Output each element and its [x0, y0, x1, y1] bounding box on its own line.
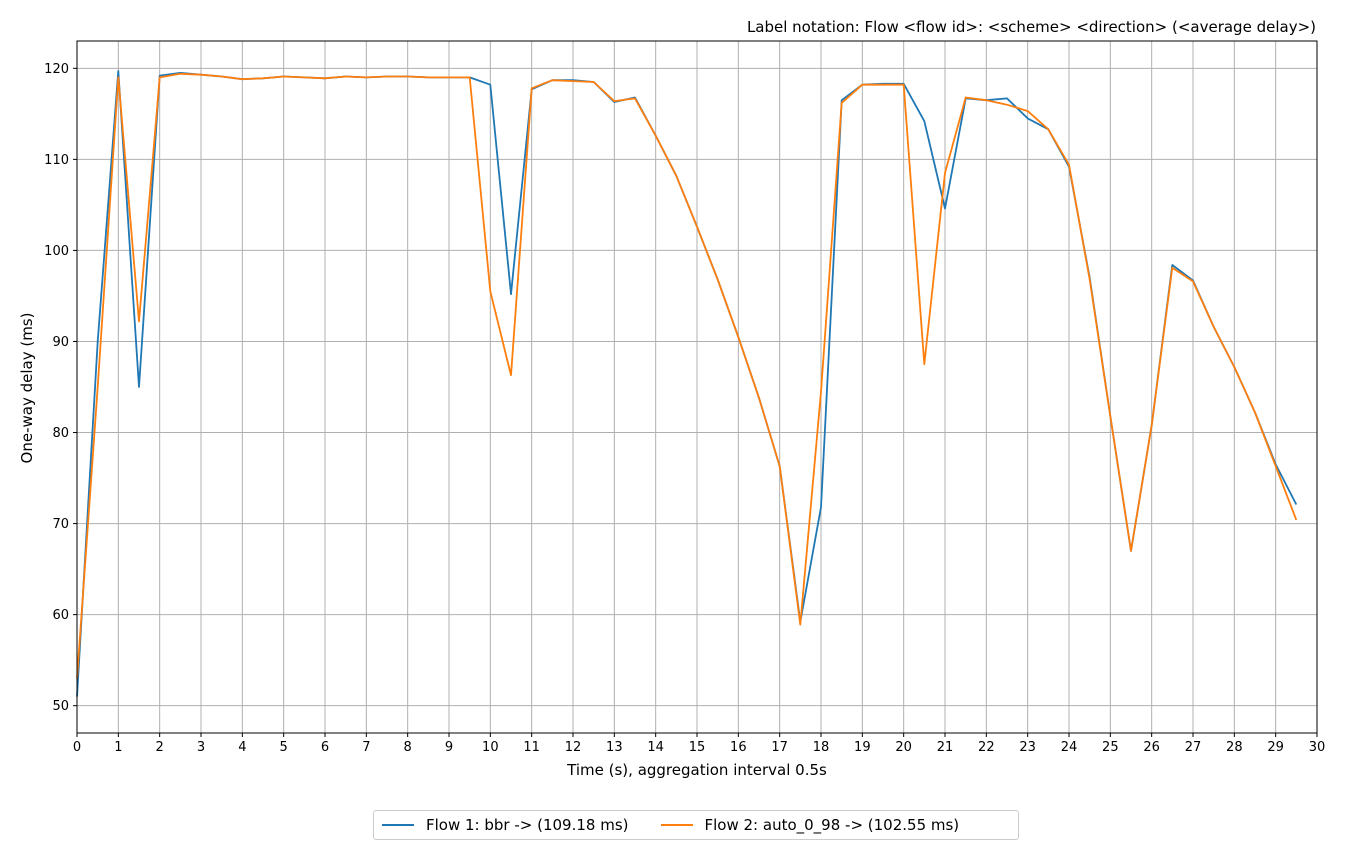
y-tick-label: 90: [52, 335, 69, 350]
x-tick-label: 3: [197, 740, 205, 755]
x-tick-label: 9: [445, 740, 453, 755]
x-tick-label: 4: [238, 740, 246, 755]
x-tick-label: 22: [978, 740, 995, 755]
y-tick-label: 100: [44, 244, 69, 259]
legend-label-flow-1: Flow 1: bbr -> (109.18 ms): [426, 816, 629, 834]
x-tick-label: 18: [813, 740, 830, 755]
y-tick-label: 80: [52, 426, 69, 441]
x-tick-label: 16: [730, 740, 747, 755]
x-tick-label: 14: [647, 740, 664, 755]
x-tick-label: 27: [1185, 740, 1202, 755]
x-tick-label: 20: [895, 740, 912, 755]
legend-item-flow-1: Flow 1: bbr -> (109.18 ms): [382, 816, 629, 834]
series-lines: [76, 70, 1298, 697]
x-tick-label: 21: [937, 740, 954, 755]
y-tick-label: 70: [52, 517, 69, 532]
y-tick-label: 50: [52, 699, 69, 714]
x-tick-label: 2: [156, 740, 164, 755]
x-tick-label: 24: [1061, 740, 1078, 755]
x-tick-label: 12: [565, 740, 582, 755]
y-axis-ticks: 50 60 70 80 90 100 110 120: [44, 62, 77, 714]
x-tick-label: 19: [854, 740, 871, 755]
x-tick-label: 1: [114, 740, 122, 755]
x-axis-ticks: 0 1 2 3 4 5 6 7 8 9 10 11 12 13 14 15 16 17 18 19 20 21 22 23 24…: [73, 733, 1325, 755]
x-tick-label: 17: [771, 740, 788, 755]
legend-item-flow-2: Flow 2: auto_0_98 -> (102.55 ms): [660, 816, 960, 834]
x-axis-title: Time (s), aggregation interval 0.5s: [566, 761, 827, 779]
x-tick-label: 26: [1143, 740, 1160, 755]
x-tick-label: 10: [482, 740, 499, 755]
legend-swatch-flow-1: [382, 824, 414, 826]
legend: Flow 1: bbr -> (109.18 ms) Flow 2: auto_…: [373, 810, 1019, 840]
delay-chart: 0 1 2 3 4 5 6 7 8 9 10 11 12 13 14 15 16 17 18 19 20 21 22 23 24…: [18, 18, 1325, 779]
x-tick-label: 23: [1019, 740, 1036, 755]
x-tick-label: 0: [73, 740, 81, 755]
y-axis-title: One-way delay (ms): [18, 313, 36, 464]
x-tick-label: 8: [404, 740, 412, 755]
x-tick-label: 25: [1102, 740, 1119, 755]
x-tick-label: 11: [523, 740, 540, 755]
x-tick-label: 28: [1226, 740, 1243, 755]
x-tick-label: 13: [606, 740, 623, 755]
series-line-flow-1: [76, 70, 1298, 697]
label-notation: Label notation: Flow <flow id>: <scheme>…: [747, 18, 1316, 36]
x-tick-label: 7: [362, 740, 370, 755]
x-tick-label: 30: [1309, 740, 1326, 755]
series-line-flow-2: [76, 72, 1298, 679]
x-tick-label: 29: [1267, 740, 1284, 755]
x-tick-label: 5: [280, 740, 288, 755]
legend-swatch-flow-2: [660, 824, 693, 826]
x-tick-label: 15: [689, 740, 706, 755]
legend-label-flow-2: Flow 2: auto_0_98 -> (102.55 ms): [704, 816, 960, 834]
y-tick-label: 110: [44, 153, 69, 168]
y-tick-label: 60: [52, 608, 69, 623]
x-tick-label: 6: [321, 740, 329, 755]
grid: [76, 41, 1318, 733]
y-tick-label: 120: [44, 62, 69, 77]
